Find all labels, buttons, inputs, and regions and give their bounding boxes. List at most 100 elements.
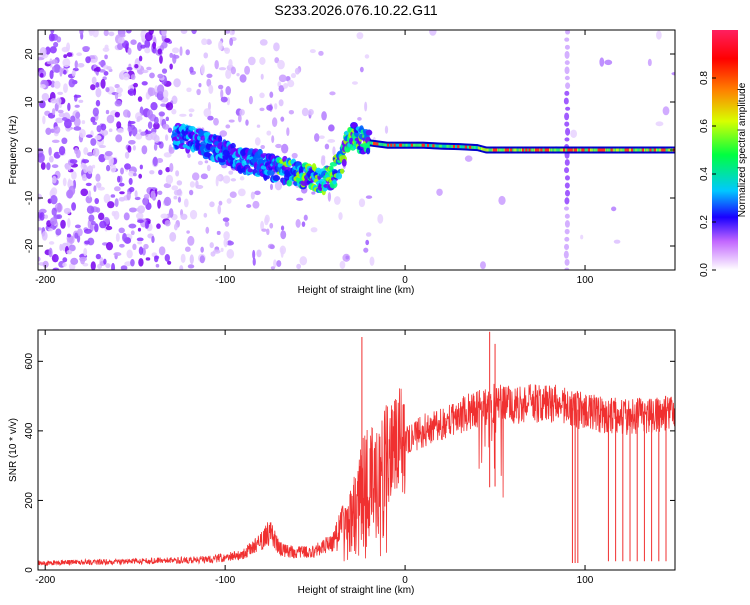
spectrogram-cell [61,46,69,53]
spectrogram-cell [186,230,190,234]
spectrogram-cell [218,84,224,90]
spectrogram-cell [114,84,120,89]
spectrogram-cell [126,66,133,71]
spectrogram-track-cell [550,148,552,152]
spectrogram-cell [275,143,282,149]
spectrogram-track-cell [557,148,560,152]
spectrogram-cell [230,66,236,75]
spectrogram-cell [119,191,125,195]
spectrogram-cell [563,97,569,105]
spectrogram-cell [171,185,179,191]
spectrogram-cell [163,152,172,158]
spectrogram-cell [57,109,64,114]
spectrogram-track-cell [435,144,438,148]
spectrogram-cell [662,106,670,116]
spectrogram-track-cell [635,148,637,152]
spectrogram-track-cell [514,148,516,152]
spectrogram-cell [51,164,59,169]
spectrogram-track-cell [584,148,587,152]
spectrogram-cell [134,190,138,198]
spectrogram-cell [45,127,52,135]
spectrogram-track-cell [499,148,501,152]
spectrogram-track-cell [402,143,404,147]
spectrogram-track-cell [389,143,391,147]
spectrogram-cell [71,69,76,77]
spectrogram-cell [96,125,102,133]
spectrogram-track-cell [230,142,236,150]
spectrogram-cell [132,243,137,251]
spectrogram-cell [158,169,163,176]
spectrogram-peak-cell [506,148,511,152]
spectrogram-cell [115,134,123,143]
spectrogram-cell [149,72,155,79]
spectrogram-cell [564,37,570,42]
y-tick-label: 0 [24,567,35,573]
spectrogram-cell [147,121,153,130]
spectrogram-track-cell [266,169,275,176]
spectrogram-cell [311,191,316,195]
spectrogram-cell [564,267,570,270]
spectrogram-track-cell [609,148,611,152]
spectrogram-track-cell [498,148,500,152]
spectrogram-track-cell [328,166,334,171]
spectrogram-cell [98,212,105,221]
spectrogram-cell [564,236,570,242]
spectrogram-peak-cell [452,145,457,149]
spectrogram-cell [333,196,341,205]
spectrogram-peak-cell [624,148,629,152]
spectrogram-cell [120,265,128,270]
spectrogram-cell [126,249,133,259]
spectrogram-cell [130,39,137,45]
spectrogram-cell [218,67,227,71]
spectrogram-cell [108,128,113,133]
spectrogram-cell [173,223,178,231]
spectrogram-cell [165,116,170,122]
spectrogram-track-cell [552,148,554,152]
spectrogram-track-cell [450,144,453,148]
spectrogram-cell [103,71,109,76]
spectrogram-peak-cell [432,144,437,148]
spectrogram-cell [185,49,190,56]
colorbar-tick-label: 0.4 [699,167,710,181]
spectrogram-track-cell [429,144,431,148]
spectrogram-cell [74,104,80,108]
spectrogram-cell [216,230,221,235]
spectrogram-cell [173,195,178,200]
spectrogram-cell [564,243,570,251]
spectrogram-cell [236,72,240,77]
spectrogram-cell [87,165,94,175]
spectrogram-cell [169,63,173,70]
spectrogram-cell [364,54,370,59]
spectrogram-cell [280,230,287,240]
spectrogram-cell [50,98,57,104]
spectrogram-track-cell [648,148,650,152]
spectrogram-heatmap [38,30,675,270]
spectrogram-cell [138,129,142,133]
spectrogram-cell [137,219,144,224]
spectrogram-track-cell [461,145,463,149]
spectrogram-track-cell [580,148,582,152]
spectrogram-cell [53,126,61,134]
spectrogram-cell [130,230,135,236]
spectrogram-peak-cell [457,145,462,149]
spectrogram-peak-cell [528,148,533,152]
spectrogram-cell [308,108,314,116]
spectrogram-track-cell [558,148,561,152]
spectrogram-track-cell [188,125,196,131]
spectrogram-cell [69,159,78,164]
spectrogram-cell [364,101,368,112]
spectrogram-track-cell [463,145,466,149]
spectrogram-cell [90,261,96,270]
spectrogram-cell [110,164,117,173]
spectrogram-track-cell [518,148,521,152]
spectrogram-cell [92,107,99,117]
spectrogram-cell [296,197,304,201]
spectrogram-track-cell [448,144,450,148]
spectrogram-cell [104,54,108,60]
spectrogram-cell [189,209,198,220]
spectrogram-cell [105,241,114,251]
spectrogram-track-cell [397,143,400,147]
spectrogram-cell [189,113,193,118]
spectrogram-cell [145,257,151,261]
spectrogram-track-cell [462,145,465,149]
